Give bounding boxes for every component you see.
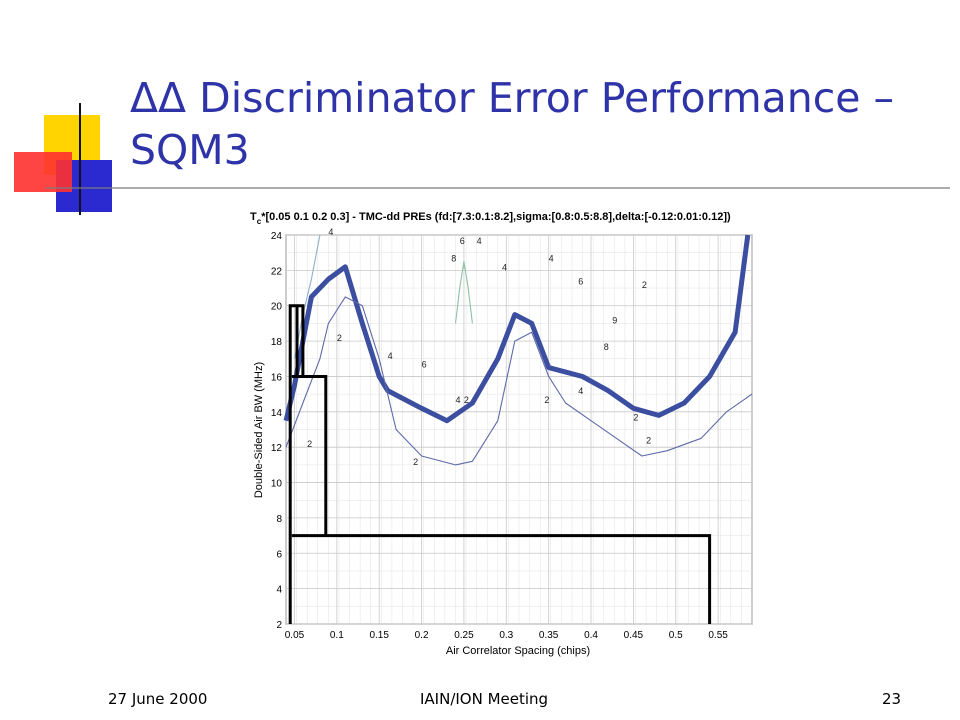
contour-line-4 <box>293 234 321 359</box>
y-tick-label: 16 <box>271 372 283 383</box>
chart-title-rest: *[0.05 0.1 0.2 0.3] - TMC-dd PREs (fd:[7… <box>261 211 731 223</box>
design-boundary-line <box>288 304 712 624</box>
contour-label: 2 <box>642 280 647 290</box>
contour-label: 2 <box>413 457 418 467</box>
plot-area: 0.05 0.1 0.15 0.2 0.25 0.3 0.35 0.4 0.45 0.5 0.55 2… <box>271 227 753 641</box>
y-tick-label: 10 <box>271 479 283 490</box>
contour-line-main <box>283 234 751 424</box>
contour-label: 6 <box>460 236 465 246</box>
slide-number: 23 <box>882 690 902 708</box>
y-tick-label: 4 <box>276 585 282 596</box>
contour-label: 6 <box>578 277 583 287</box>
y-tick-label: 14 <box>271 408 283 419</box>
contour-label: 4 <box>549 254 554 264</box>
y-tick-label: 12 <box>271 443 283 454</box>
contour-label: 2 <box>633 413 638 423</box>
x-tick-label: 0.25 <box>454 630 474 641</box>
x-tick-label: 0.5 <box>669 630 683 641</box>
contour-label: 2 <box>337 333 342 343</box>
x-tick-label: 0.3 <box>499 630 513 641</box>
contour-label: 4 <box>455 395 460 405</box>
contour-label: 4 <box>328 227 333 237</box>
x-tick-label: 0.55 <box>708 630 728 641</box>
contour-label: 2 <box>307 439 312 449</box>
contour-label: 2 <box>464 395 469 405</box>
y-axis-label: Double-Sided Air BW (MHz) <box>253 362 265 498</box>
chart-title-subscript: c <box>257 217 262 226</box>
contour-label: 4 <box>578 386 583 396</box>
y-tick-label: 6 <box>276 549 282 560</box>
y-tick-label: 18 <box>271 337 283 348</box>
x-axis-label: Air Correlator Spacing (chips) <box>446 645 590 657</box>
y-tick-label: 22 <box>271 266 283 277</box>
x-tick-label: 0.35 <box>539 630 559 641</box>
contour-line-2 <box>285 296 753 466</box>
slide-title: ΔΔ Discriminator Error Performance – SQM… <box>130 74 895 174</box>
x-tick-label: 0.45 <box>624 630 644 641</box>
contour-label: 2 <box>544 395 549 405</box>
y-tick-label: 24 <box>271 231 283 242</box>
contour-label: 4 <box>388 351 393 361</box>
red-square <box>14 152 72 192</box>
x-tick-label: 0.15 <box>369 630 389 641</box>
chart-title-prefix: T <box>250 211 257 223</box>
footer-event: IAIN/ION Meeting <box>420 690 549 708</box>
contour-label: 8 <box>451 254 456 264</box>
contour-label: 2 <box>646 436 651 446</box>
x-tick-label: 0.4 <box>584 630 598 641</box>
contour-label: 6 <box>422 360 427 370</box>
x-tick-label: 0.2 <box>415 630 429 641</box>
y-tick-label: 20 <box>271 302 283 313</box>
x-tick-label: 0.05 <box>285 630 305 641</box>
chart-title: Tc*[0.05 0.1 0.2 0.3] - TMC-dd PREs (fd:… <box>250 211 731 226</box>
contour-line-6 <box>454 260 473 324</box>
y-tick-label: 8 <box>276 514 282 525</box>
contour-label: 4 <box>502 262 507 272</box>
contour-label: 8 <box>604 342 609 352</box>
footer-date: 27 June 2000 <box>108 690 208 708</box>
contour-label: 9 <box>612 315 617 325</box>
x-tick-label: 0.1 <box>330 630 344 641</box>
contour-label: 4 <box>477 236 482 246</box>
y-tick-label: 2 <box>276 620 282 631</box>
